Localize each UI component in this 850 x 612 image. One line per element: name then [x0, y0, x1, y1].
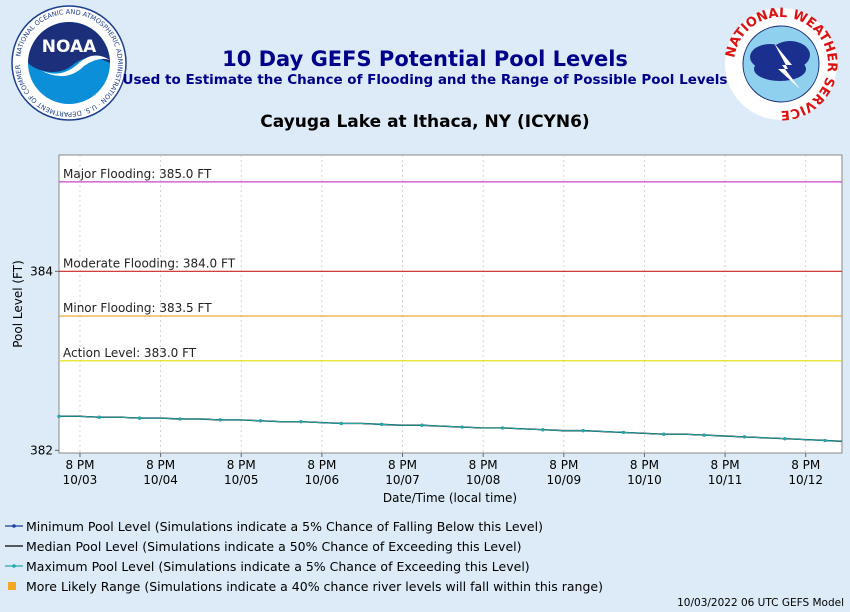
series-point [420, 423, 424, 427]
series-point [57, 414, 61, 418]
series-layer [57, 414, 843, 443]
threshold-label: Major Flooding: 385.0 FT [63, 167, 212, 181]
y-tick-label: 382 [30, 443, 53, 457]
series-point [500, 426, 505, 430]
legend-label-maximum: Maximum Pool Level (Simulations indicate… [26, 558, 530, 574]
series-point [702, 433, 706, 437]
legend-label-median: Median Pool Level (Simulations indicate … [26, 538, 522, 554]
x-tick-label-date: 10/07 [385, 473, 420, 487]
legend-item-maximum: Maximum Pool Level (Simulations indicate… [5, 556, 603, 576]
legend-label-likely-range: More Likely Range (Simulations indicate … [26, 578, 603, 594]
chart-subtitle: Used to Estimate the Chance of Flooding … [122, 72, 728, 88]
chart-title: 10 Day GEFS Potential Pool Levels [222, 47, 628, 71]
x-tick-label-time: 8 PM [791, 458, 820, 472]
gauge-location: Cayuga Lake at Ithaca, NY (ICYN6) [260, 112, 590, 132]
noaa-logo: NOAA NATIONAL OCEANIC AND ATMOSPHERIC AD… [10, 4, 127, 121]
threshold-layer: Major Flooding: 385.0 FT Moderate Floodin… [59, 167, 842, 362]
series-point [460, 425, 464, 429]
x-tick-label-date: 10/06 [305, 473, 340, 487]
x-tick-label-date: 10/03 [63, 473, 98, 487]
y-axis-label: Pool Level (FT) [11, 260, 25, 348]
series-point [97, 415, 101, 419]
legend-swatch-minimum [5, 520, 23, 532]
x-tick-label-time: 8 PM [469, 458, 498, 472]
x-tick-label-date: 10/10 [627, 473, 662, 487]
series-point [218, 418, 222, 422]
legend-label-minimum: Minimum Pool Level (Simulations indicate… [26, 518, 543, 534]
series-point [541, 428, 545, 432]
series-point [379, 422, 384, 426]
x-tick-label-time: 8 PM [388, 458, 417, 472]
x-tick-label-time: 8 PM [307, 458, 336, 472]
x-axis-label: Date/Time (local time) [383, 491, 517, 505]
x-tick-label-date: 10/08 [466, 473, 501, 487]
x-tick-label-date: 10/11 [708, 473, 743, 487]
legend-item-minimum: Minimum Pool Level (Simulations indicate… [5, 516, 603, 536]
series-point [299, 420, 303, 424]
series-point [339, 421, 343, 426]
x-tick-label-date: 10/04 [143, 473, 178, 487]
threshold-label: Moderate Flooding: 384.0 FT [63, 256, 236, 270]
series-point [178, 417, 182, 421]
threshold-label: Action Level: 383.0 FT [63, 346, 197, 360]
x-tick-label-time: 8 PM [630, 458, 659, 472]
x-tick-label-time: 8 PM [227, 458, 256, 472]
legend-item-median: Median Pool Level (Simulations indicate … [5, 536, 603, 556]
x-tick-label-time: 8 PM [146, 458, 175, 472]
legend: Minimum Pool Level (Simulations indicate… [5, 516, 603, 596]
series-point [258, 419, 263, 423]
model-run-footer: 10/03/2022 06 UTC GEFS Model [677, 597, 844, 609]
x-tick-label-time: 8 PM [549, 458, 578, 472]
series-point [742, 435, 747, 439]
nws-logo: NATIONAL WEATHER SERVICE [723, 6, 839, 122]
noaa-logo-text: NOAA [42, 37, 97, 57]
series-point [621, 430, 626, 435]
legend-swatch-maximum [5, 560, 23, 572]
series-point [783, 437, 787, 441]
series-point [581, 429, 585, 433]
legend-item-likely-range: More Likely Range (Simulations indicate … [5, 576, 603, 596]
x-tick-label-date: 10/05 [224, 473, 259, 487]
x-tick-label-date: 10/09 [547, 473, 582, 487]
series-line [59, 415, 843, 442]
x-tick-label-time: 8 PM [65, 458, 94, 472]
legend-swatch-median [5, 540, 23, 552]
x-tick-label-time: 8 PM [711, 458, 740, 472]
x-tick-label-date: 10/12 [788, 473, 823, 487]
plot-area [58, 154, 843, 454]
series-point [662, 432, 666, 436]
threshold-label: Minor Flooding: 383.5 FT [63, 301, 212, 315]
y-tick-label: 384 [30, 264, 53, 278]
legend-swatch-likely-range [5, 580, 23, 592]
series-point [823, 438, 827, 443]
series-point [138, 416, 142, 420]
